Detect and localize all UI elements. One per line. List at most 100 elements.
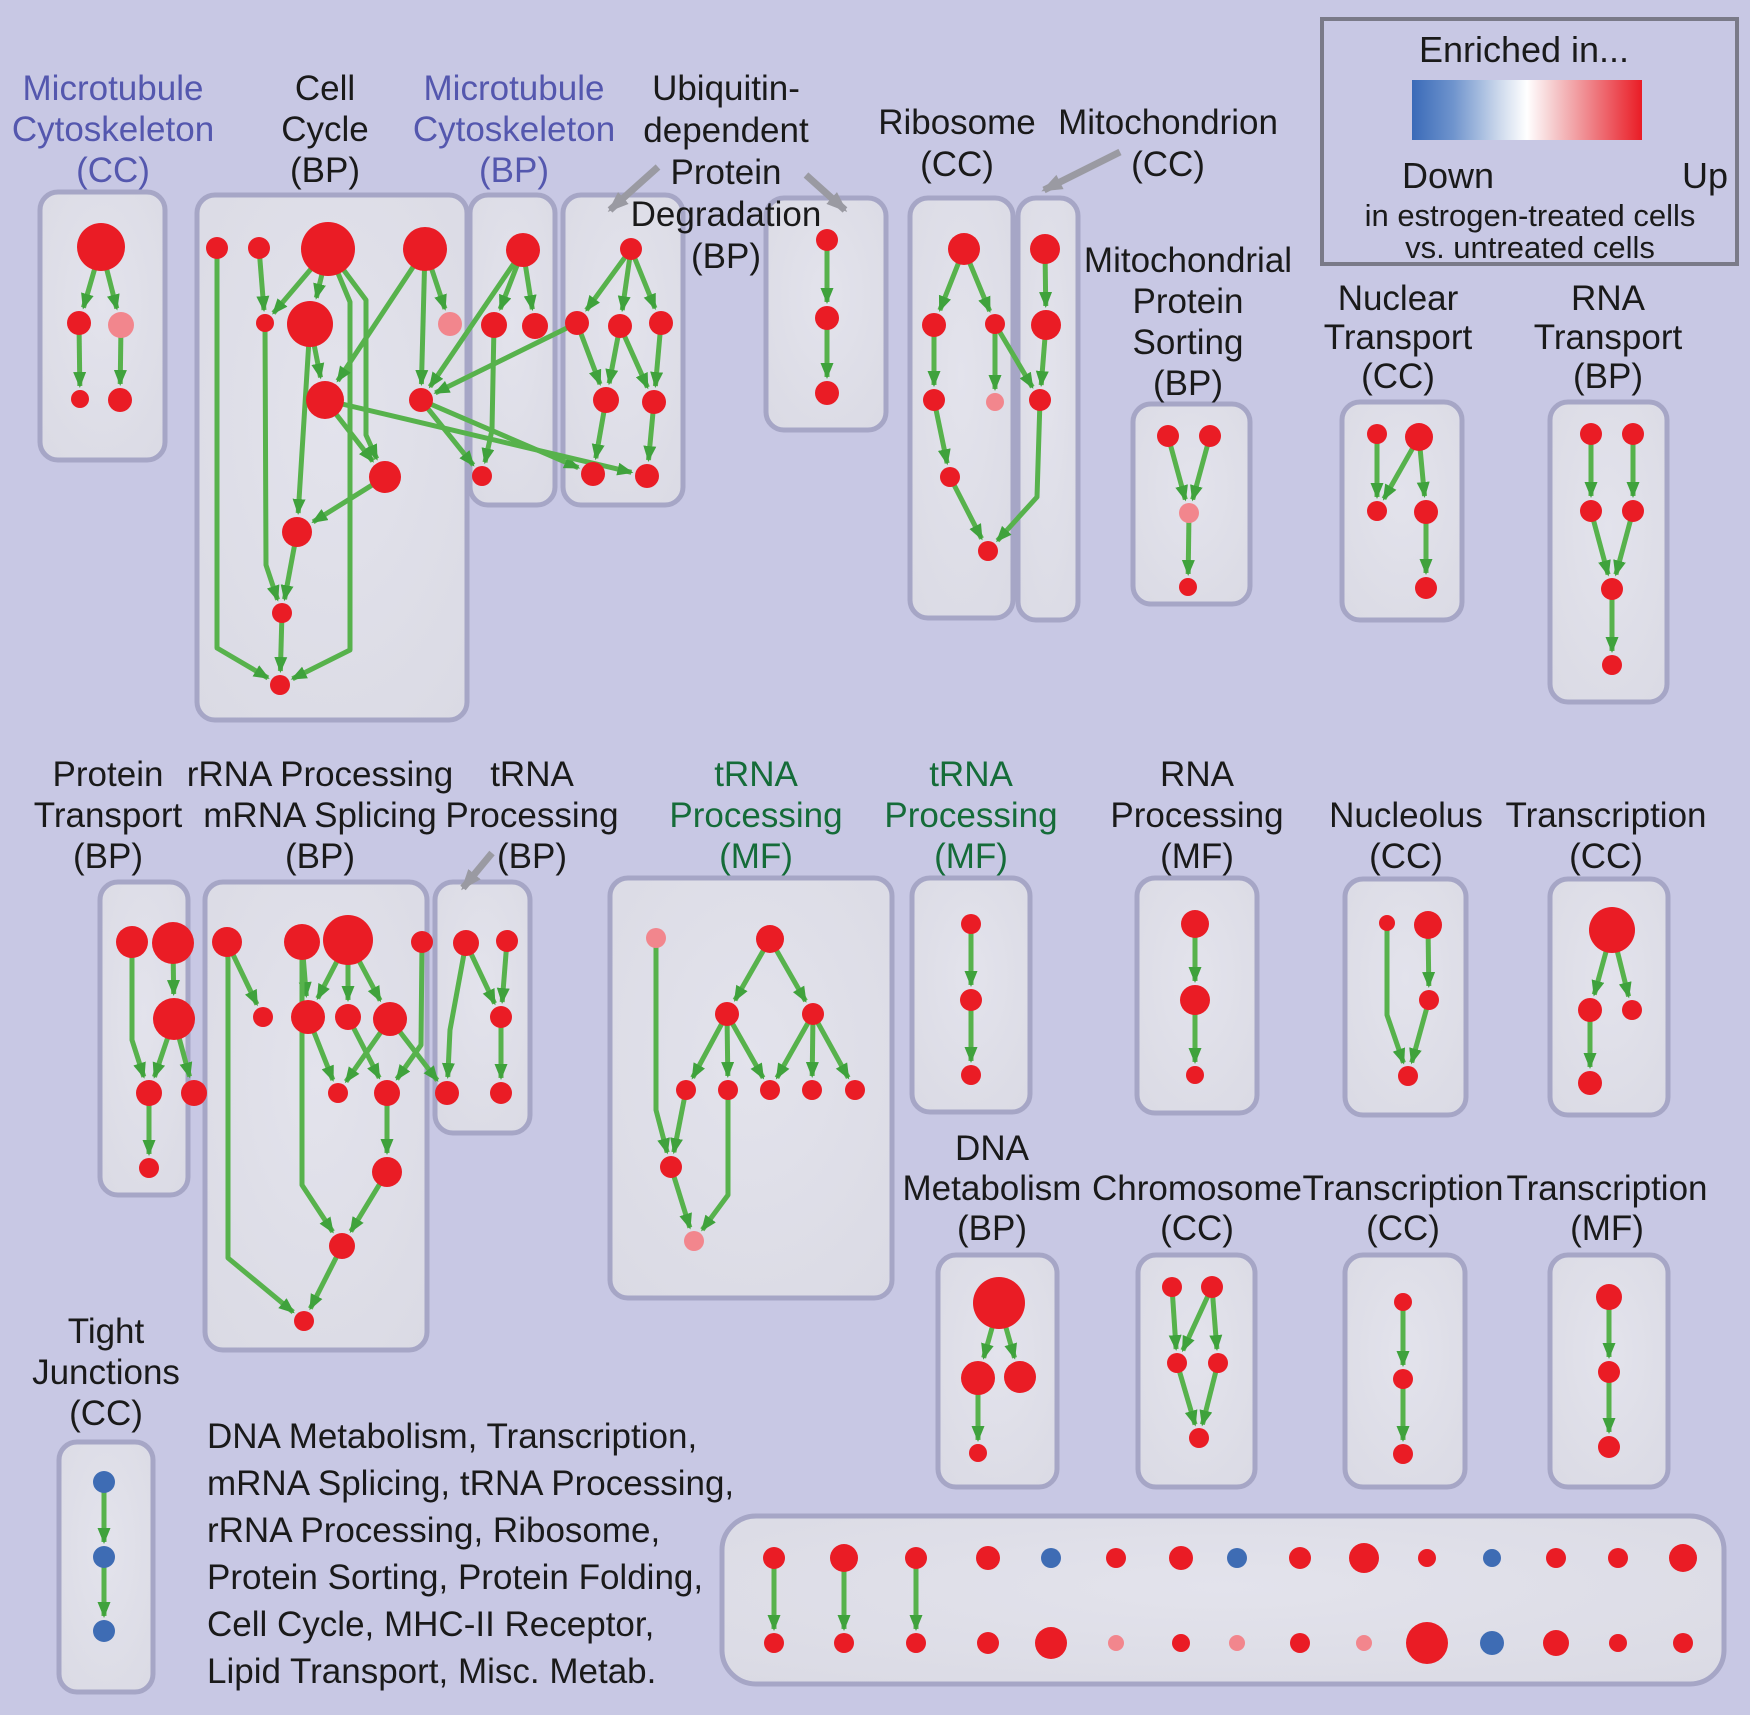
node-misc bbox=[763, 1547, 785, 1569]
cluster-microtubule-cc-label: Cytoskeleton bbox=[12, 110, 214, 149]
legend-gradient-bar bbox=[1412, 80, 1642, 140]
node-dna-metabolism bbox=[961, 1361, 995, 1395]
misc-text-line: Lipid Transport, Misc. Metab. bbox=[207, 1652, 656, 1691]
node-dna-metabolism bbox=[969, 1444, 987, 1462]
node-rna-processing-mf bbox=[1180, 985, 1210, 1015]
cluster-transcription-cc-1-label: (CC) bbox=[1569, 837, 1643, 876]
node-misc bbox=[1108, 1635, 1124, 1651]
node-trna-bp bbox=[490, 1082, 512, 1104]
cluster-rna-transport-label: (BP) bbox=[1573, 357, 1643, 396]
cluster-nuclear-transport-label: Transport bbox=[1324, 318, 1473, 357]
cluster-rna-processing-mf-label: (MF) bbox=[1160, 837, 1234, 876]
node-cell-cycle bbox=[248, 237, 270, 259]
node-trna-mf-1 bbox=[756, 925, 784, 953]
node-nucleolus bbox=[1398, 1066, 1418, 1086]
node-trna-bp bbox=[496, 930, 518, 952]
floating-0-label: (BP) bbox=[691, 237, 761, 276]
layer-labels: MicrotubuleCytoskeleton(CC)CellCycle(BP)… bbox=[12, 69, 1708, 1691]
node-trna-bp bbox=[435, 1081, 459, 1105]
node-rna-transport bbox=[1580, 423, 1602, 445]
node-mitochondrion bbox=[1029, 389, 1051, 411]
edge-arrow bbox=[129, 942, 147, 1079]
node-protein-transport bbox=[152, 922, 194, 964]
node-trna-mf-1 bbox=[802, 1003, 824, 1025]
node-nuclear-transport bbox=[1367, 501, 1387, 521]
node-trna-mf-1 bbox=[715, 1002, 739, 1026]
node-misc bbox=[1546, 1548, 1566, 1568]
node-trna-mf-2 bbox=[961, 914, 981, 934]
edge-arrow bbox=[441, 942, 469, 1080]
cluster-trna-bp-label: Processing bbox=[445, 796, 618, 835]
node-microtubule-cc bbox=[108, 388, 132, 412]
cluster-cell-cycle-label: Cycle bbox=[281, 110, 369, 149]
edge-arrow bbox=[690, 1012, 730, 1080]
cluster-dna-metabolism-label: Metabolism bbox=[903, 1169, 1082, 1208]
node-misc bbox=[764, 1633, 784, 1653]
node-rrna bbox=[411, 931, 433, 953]
annotation-arrow bbox=[607, 164, 661, 213]
node-misc bbox=[906, 1633, 926, 1653]
cluster-tight-junctions-label: (CC) bbox=[69, 1394, 143, 1433]
node-rrna bbox=[328, 1083, 348, 1103]
node-nucleolus bbox=[1419, 990, 1439, 1010]
node-misc bbox=[830, 1544, 858, 1572]
node-mito-sorting bbox=[1179, 578, 1197, 596]
node-trna-mf-1 bbox=[802, 1080, 822, 1100]
node-ubiquitin-a bbox=[608, 314, 632, 338]
node-nuclear-transport bbox=[1415, 577, 1437, 599]
node-nuclear-transport bbox=[1405, 423, 1433, 451]
node-microtubule-bp bbox=[522, 313, 548, 339]
node-trna-mf-1 bbox=[660, 1156, 682, 1178]
edge-arrow bbox=[433, 320, 579, 396]
node-misc bbox=[976, 1546, 1000, 1570]
node-ubiquitin-a bbox=[581, 462, 605, 486]
cluster-trna-mf-1-label: tRNA bbox=[714, 755, 798, 794]
cluster-trna-mf-2-label: tRNA bbox=[929, 755, 1013, 794]
edge-arrow bbox=[420, 397, 581, 470]
cluster-mito-sorting-label: Mitochondrial bbox=[1084, 241, 1292, 280]
cluster-microtubule-bp-label: Microtubule bbox=[424, 69, 605, 108]
node-misc bbox=[1669, 1544, 1697, 1572]
legend-box bbox=[1320, 17, 1739, 266]
annotation-arrow bbox=[1041, 148, 1122, 194]
node-trna-bp bbox=[453, 930, 479, 956]
node-cell-cycle bbox=[270, 675, 290, 695]
node-ribosome bbox=[948, 233, 980, 265]
node-nuclear-transport bbox=[1367, 424, 1387, 444]
node-rrna bbox=[329, 1233, 355, 1259]
cluster-mitochondrion-label: (CC) bbox=[1131, 145, 1205, 184]
node-chromosome bbox=[1189, 1428, 1209, 1448]
node-cell-cycle bbox=[206, 237, 228, 259]
node-tight-junctions bbox=[93, 1471, 115, 1493]
misc-text-line: rRNA Processing, Ribosome, bbox=[207, 1511, 660, 1550]
node-transcription-cc-1 bbox=[1578, 998, 1602, 1022]
cluster-microtubule-bp-label: Cytoskeleton bbox=[413, 110, 615, 149]
node-protein-transport bbox=[139, 1158, 159, 1178]
cluster-tight-junctions-label: Tight bbox=[68, 1312, 145, 1351]
node-cell-cycle bbox=[256, 314, 274, 332]
node-transcription-mf bbox=[1598, 1361, 1620, 1383]
node-cell-cycle bbox=[287, 301, 333, 347]
node-trna-bp bbox=[490, 1006, 512, 1028]
floating-0-label: Degradation bbox=[631, 195, 822, 234]
node-dna-metabolism bbox=[1004, 1361, 1036, 1393]
node-rrna bbox=[374, 1080, 400, 1106]
node-misc bbox=[834, 1633, 854, 1653]
node-tight-junctions bbox=[93, 1620, 115, 1642]
node-mitochondrion bbox=[1030, 234, 1060, 264]
node-ubiquitin-a bbox=[649, 311, 673, 335]
node-ribosome bbox=[922, 313, 946, 337]
cluster-dna-metabolism-label: DNA bbox=[955, 1129, 1030, 1168]
cluster-transcription-mf-label: Transcription bbox=[1507, 1169, 1708, 1208]
cluster-box-transcription-cc-1 bbox=[1547, 876, 1671, 1118]
floating-0-label: Ubiquitin- bbox=[652, 69, 800, 108]
node-misc bbox=[1406, 1622, 1448, 1664]
node-transcription-cc-1 bbox=[1578, 1071, 1602, 1095]
node-rna-transport bbox=[1622, 500, 1644, 522]
cluster-ribosome-label: Ribosome bbox=[878, 103, 1036, 142]
cluster-rrna-label: mRNA Splicing bbox=[203, 796, 436, 835]
edge-arrow bbox=[992, 322, 1035, 389]
node-trna-mf-1 bbox=[760, 1080, 780, 1100]
node-transcription-mf bbox=[1598, 1436, 1620, 1458]
